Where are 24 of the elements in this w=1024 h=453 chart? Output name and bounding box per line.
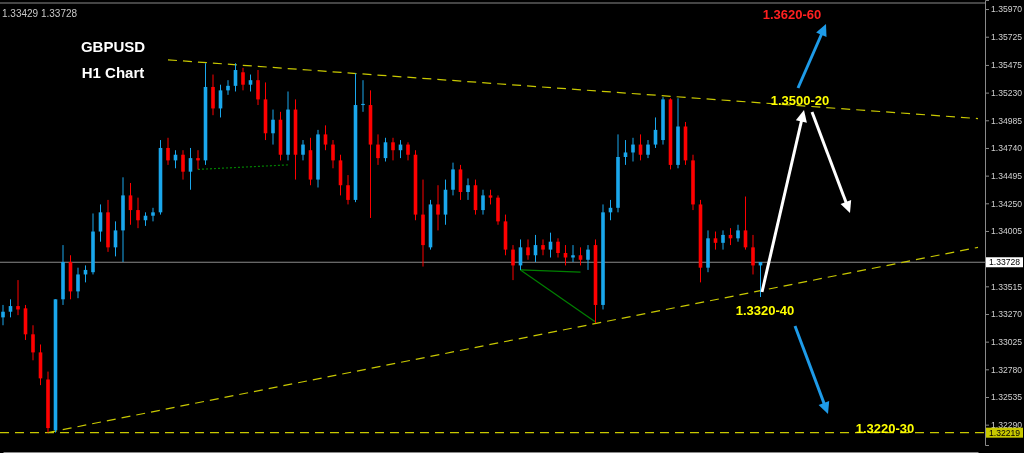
annotation: 1.3620-60: [762, 6, 822, 22]
y-tick-label: 1.34250: [991, 198, 1023, 209]
y-tick-label: 1.35230: [991, 87, 1023, 98]
text: H1 Chart: [81, 64, 145, 81]
y-tick-label: 1.32535: [991, 392, 1023, 403]
annotation: 1.3500-20: [770, 92, 830, 108]
y-tick-label: 1.34005: [991, 226, 1023, 237]
y-tick-label: 1.32290: [991, 419, 1023, 430]
y-tick-label: 1.35970: [991, 4, 1023, 15]
ref-line-label: 1.32219: [989, 427, 1021, 438]
annotation: 1.3220-30: [855, 420, 915, 436]
y-tick-label: 1.33270: [991, 309, 1023, 320]
annotation: 1.3320-40: [735, 302, 795, 318]
y-tick-label: 1.33515: [991, 281, 1023, 292]
y-tick-label: 1.34985: [991, 115, 1023, 126]
y-tick-label: 1.34740: [991, 143, 1023, 154]
y-tick-label: 1.35725: [991, 31, 1023, 42]
text: GBPUSD: [80, 38, 146, 55]
annotation: 1.33429 1.33728: [2, 7, 78, 19]
y-tick-label: 1.34495: [991, 170, 1023, 181]
y-tick-label: 1.33025: [991, 336, 1023, 347]
ref-line-label: 1.33728: [989, 257, 1021, 268]
y-tick-label: 1.32780: [991, 364, 1023, 375]
y-tick-label: 1.35475: [991, 60, 1023, 71]
